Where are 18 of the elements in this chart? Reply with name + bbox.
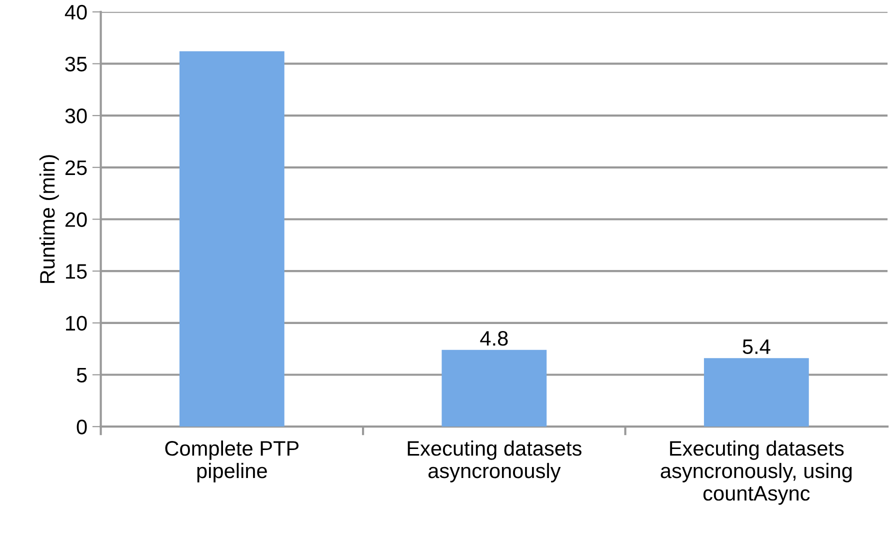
y-tick-label: 15 bbox=[66, 264, 87, 279]
y-tick-label: 20 bbox=[65, 212, 87, 227]
x-tick-label: Complete PTP pipeline bbox=[165, 440, 299, 482]
y-tick-label: 25 bbox=[65, 160, 87, 176]
x-tick-label: Executing datasets asyncronously, using countAsync bbox=[660, 440, 852, 505]
bar bbox=[179, 51, 284, 427]
y-tick-label: 35 bbox=[65, 56, 87, 72]
x-tick-label: Executing datasets asyncronously bbox=[408, 440, 582, 482]
bar bbox=[704, 358, 809, 427]
y-tick-label: 0 bbox=[76, 420, 87, 434]
bar bbox=[442, 350, 547, 427]
y-tick-label: 10 bbox=[66, 316, 87, 331]
y-tick-label: 30 bbox=[65, 108, 87, 124]
y-tick-label: 5 bbox=[76, 368, 87, 383]
y-tick-label: 40 bbox=[64, 4, 87, 20]
annotation: 4.8 bbox=[480, 331, 508, 346]
annotation: 5.4 bbox=[742, 340, 770, 354]
y-axis-title: Runtime (min) bbox=[39, 155, 59, 283]
